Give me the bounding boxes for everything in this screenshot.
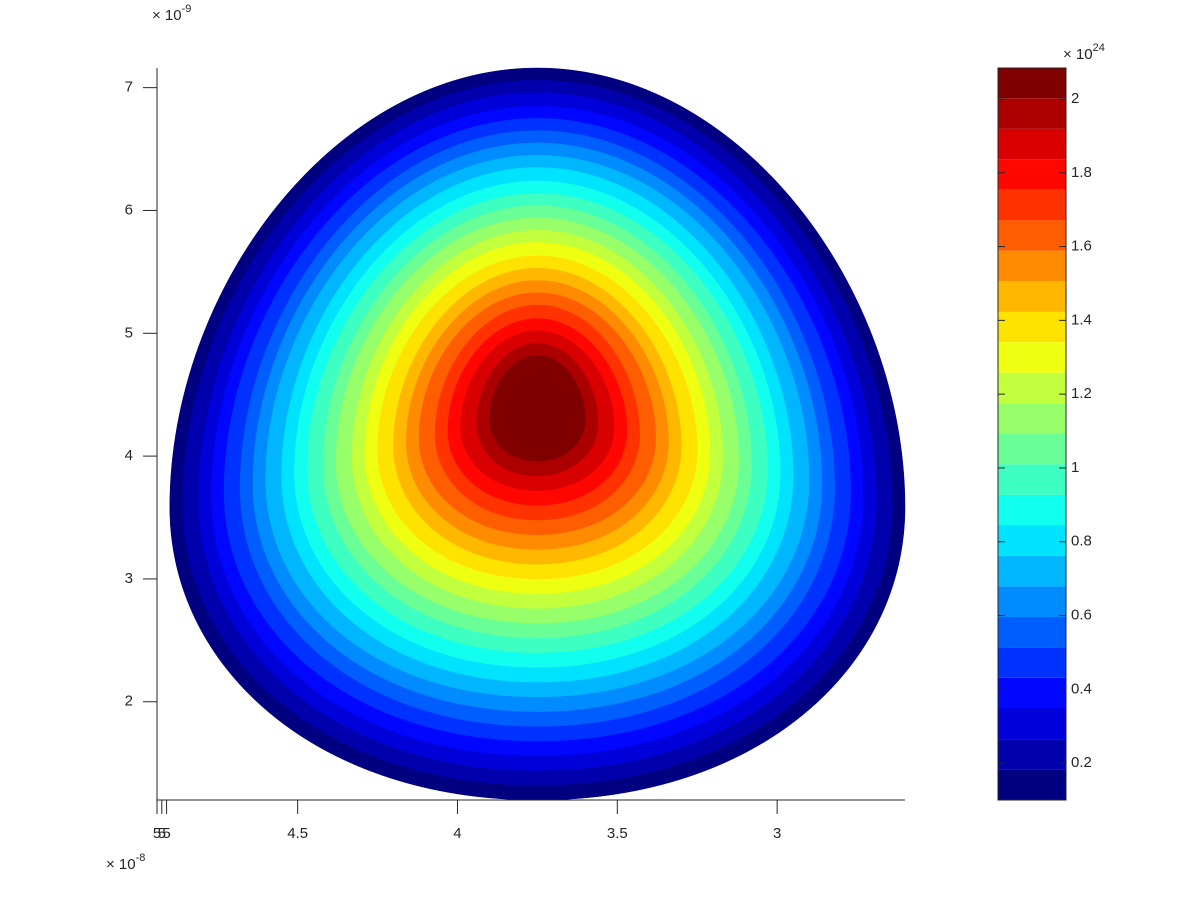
- colorbar-band: [998, 525, 1066, 556]
- colorbar-band: [998, 434, 1066, 465]
- x-exponent: × 10-8: [106, 852, 145, 873]
- colorbar-band: [998, 617, 1066, 648]
- contour-region: [489, 355, 586, 462]
- y-tick-label: 7: [125, 79, 133, 96]
- colorbar-band: [998, 586, 1066, 617]
- colorbar-band: [998, 250, 1066, 282]
- colorbar-frame: [997, 67, 1067, 801]
- colorbar-tick-label: 0.4: [1071, 680, 1092, 697]
- y-tick-label: 6: [125, 201, 133, 218]
- colorbar-band: [998, 677, 1066, 709]
- exponent-power: -8: [136, 852, 146, 864]
- colorbar-tick-label: 0.8: [1071, 533, 1092, 550]
- colorbar-band: [998, 342, 1066, 373]
- y-tick-label: 2: [125, 693, 133, 710]
- x-tick-label: 5: [153, 825, 161, 842]
- colorbar-tick-label: 1.8: [1071, 164, 1092, 181]
- colorbar-band: [998, 494, 1066, 526]
- colorbar-band: [998, 98, 1066, 129]
- y-tick-label: 3: [125, 570, 133, 587]
- exponent-base: × 10: [106, 856, 136, 873]
- colorbar-band: [998, 464, 1066, 495]
- colorbar-band: [998, 128, 1066, 160]
- colorbar-tick-label: 2: [1071, 90, 1079, 107]
- exponent-power: 24: [1093, 42, 1105, 54]
- exponent-power: -9: [182, 3, 192, 15]
- colorbar-tick-label: 1.2: [1071, 385, 1092, 402]
- colorbar-band: [998, 159, 1066, 190]
- x-tick-label: 4.5: [287, 825, 308, 842]
- x-tick-label: 5: [162, 825, 170, 842]
- exponent-base: × 10: [152, 7, 182, 24]
- colorbar-band: [998, 769, 1066, 800]
- colorbar-band: [998, 220, 1066, 251]
- colorbar-band: [998, 403, 1066, 434]
- x-tick-label: 4: [453, 825, 461, 842]
- colorbar-tick-label: 0.6: [1071, 606, 1092, 623]
- colorbar-exponent: × 1024: [1063, 42, 1105, 63]
- x-tick-label: 3.5: [607, 825, 628, 842]
- x-tick-label: 5: [158, 825, 166, 842]
- exponent-base: × 10: [1063, 46, 1093, 63]
- colorbar-band: [998, 739, 1066, 770]
- y-tick-label: 5: [125, 324, 133, 341]
- x-tick-label: 3: [773, 825, 781, 842]
- colorbar-band: [998, 708, 1066, 740]
- colorbar-tick-label: 1: [1071, 459, 1079, 476]
- colorbar-tick-label: 1.6: [1071, 238, 1092, 255]
- colorbar-band: [998, 311, 1066, 343]
- colorbar-band: [998, 189, 1066, 221]
- colorbar-band: [998, 555, 1066, 587]
- colorbar-tick-label: 0.2: [1071, 754, 1092, 771]
- y-exponent: × 10-9: [152, 3, 191, 24]
- colorbar-tick-label: 1.4: [1071, 311, 1092, 328]
- colorbar-band: [998, 647, 1066, 678]
- colorbar-band: [998, 372, 1066, 404]
- colorbar-band: [998, 281, 1066, 312]
- y-tick-label: 4: [125, 447, 133, 464]
- colorbar-band: [998, 68, 1066, 99]
